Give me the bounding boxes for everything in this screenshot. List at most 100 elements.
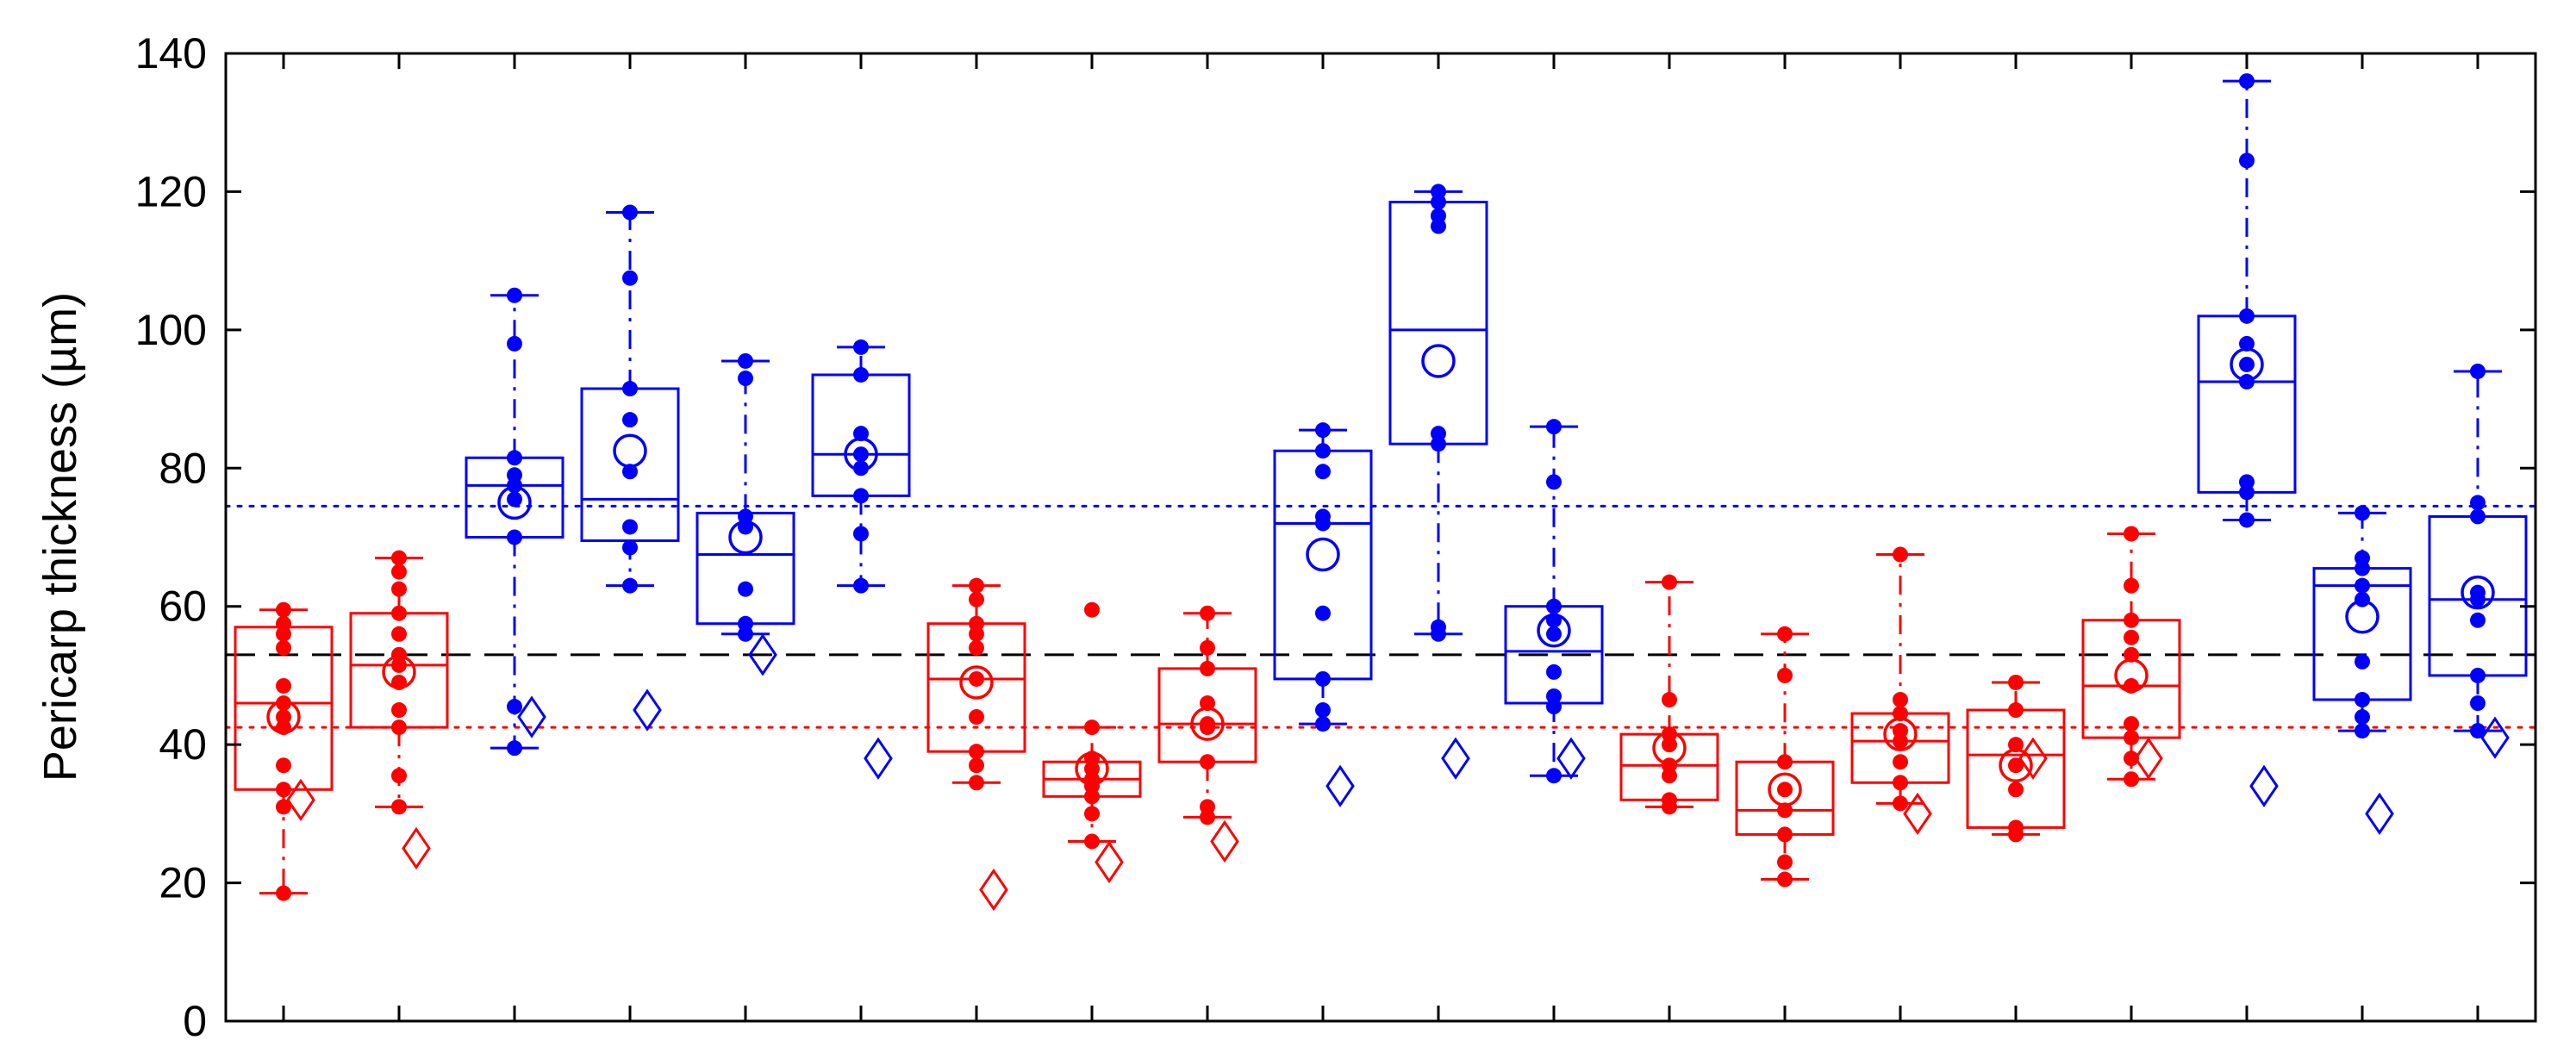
box-group	[349, 550, 449, 870]
data-point	[2239, 153, 2255, 169]
data-point	[853, 426, 869, 442]
box-group	[811, 339, 911, 780]
data-point	[1431, 184, 1446, 200]
data-point	[1315, 670, 1331, 687]
plot-area-frame	[224, 52, 2537, 1023]
y-tick-label: 40	[159, 720, 207, 769]
data-point	[853, 460, 869, 477]
data-point	[2355, 723, 2370, 739]
data-point	[853, 526, 869, 542]
data-point	[622, 412, 638, 428]
box-group	[2197, 73, 2297, 807]
data-point	[2355, 591, 2370, 607]
data-point	[1315, 605, 1331, 621]
diamond-marker	[2018, 737, 2048, 780]
data-point	[391, 719, 407, 736]
data-point	[853, 577, 869, 594]
data-point	[622, 539, 638, 556]
data-point	[1893, 706, 1908, 722]
data-point	[391, 564, 407, 580]
data-point	[1777, 667, 1793, 683]
data-point	[1546, 688, 1562, 704]
data-point	[1200, 716, 1215, 732]
data-point	[622, 519, 638, 535]
y-axis-label: Pericarp thickness (µm)	[34, 292, 86, 782]
mean-marker	[1190, 707, 1225, 741]
data-point	[1893, 692, 1908, 708]
data-point	[507, 467, 522, 483]
data-point	[969, 577, 984, 594]
mean-marker	[1421, 344, 1456, 378]
box-group	[1042, 601, 1142, 884]
y-tick-label: 0	[183, 997, 207, 1045]
data-point	[1084, 601, 1100, 618]
data-point	[391, 768, 407, 784]
data-point	[391, 581, 407, 597]
box-iqr	[1388, 200, 1488, 445]
data-point	[276, 695, 291, 712]
diamond-marker	[979, 868, 1008, 912]
y-tick-label: 100	[135, 306, 207, 354]
y-tick-label: 140	[135, 29, 207, 78]
data-point	[276, 615, 291, 632]
data-point	[1893, 775, 1908, 791]
mean-marker	[1883, 717, 1918, 751]
data-point	[276, 757, 291, 774]
data-point	[1546, 474, 1562, 490]
data-point	[1315, 443, 1331, 459]
data-point	[2124, 751, 2139, 767]
data-point	[2239, 512, 2255, 528]
data-point	[1431, 208, 1446, 224]
data-point	[1893, 795, 1908, 812]
diamond-marker	[517, 695, 546, 738]
data-point	[1546, 663, 1562, 680]
data-point	[622, 270, 638, 286]
box-group	[2081, 526, 2181, 788]
diamond-marker	[1325, 764, 1355, 807]
mean-marker	[1075, 751, 1109, 786]
data-point	[276, 782, 291, 798]
diamond-marker	[286, 778, 315, 821]
data-point	[969, 744, 984, 760]
data-point	[2470, 723, 2486, 739]
data-point	[2008, 782, 2024, 798]
data-point	[738, 508, 753, 525]
y-tick-label: 120	[135, 167, 207, 215]
data-point	[1777, 626, 1793, 642]
data-point	[2355, 550, 2370, 566]
data-point	[1777, 754, 1793, 770]
box-group	[580, 204, 680, 732]
data-point	[969, 639, 984, 656]
data-point	[1431, 426, 1446, 442]
data-point	[1315, 508, 1331, 525]
data-point	[276, 639, 291, 656]
data-point	[2470, 363, 2486, 379]
box-group	[1619, 574, 1719, 815]
data-point	[969, 670, 984, 687]
data-point	[1431, 619, 1446, 635]
data-point	[2355, 692, 2370, 708]
data-point	[2239, 73, 2255, 90]
diamond-marker	[1210, 819, 1239, 863]
data-point	[2008, 757, 2024, 774]
data-point	[1546, 598, 1562, 614]
box-iqr	[1273, 449, 1373, 681]
data-point	[2008, 674, 2024, 690]
y-tick-label: 80	[159, 444, 207, 492]
data-point	[1777, 782, 1793, 798]
box-group	[1966, 674, 2066, 843]
data-point	[2239, 356, 2255, 372]
data-point	[391, 799, 407, 815]
data-point	[969, 757, 984, 774]
data-point	[2470, 612, 2486, 628]
y-tick-label: 20	[159, 859, 207, 907]
mean-marker	[1768, 772, 1802, 807]
data-point	[1893, 723, 1908, 739]
box-group	[465, 287, 564, 757]
data-point	[1777, 871, 1793, 888]
data-point	[2470, 495, 2486, 511]
data-point	[1893, 754, 1908, 770]
data-point	[391, 550, 407, 566]
data-point	[507, 491, 522, 508]
data-point	[969, 615, 984, 632]
